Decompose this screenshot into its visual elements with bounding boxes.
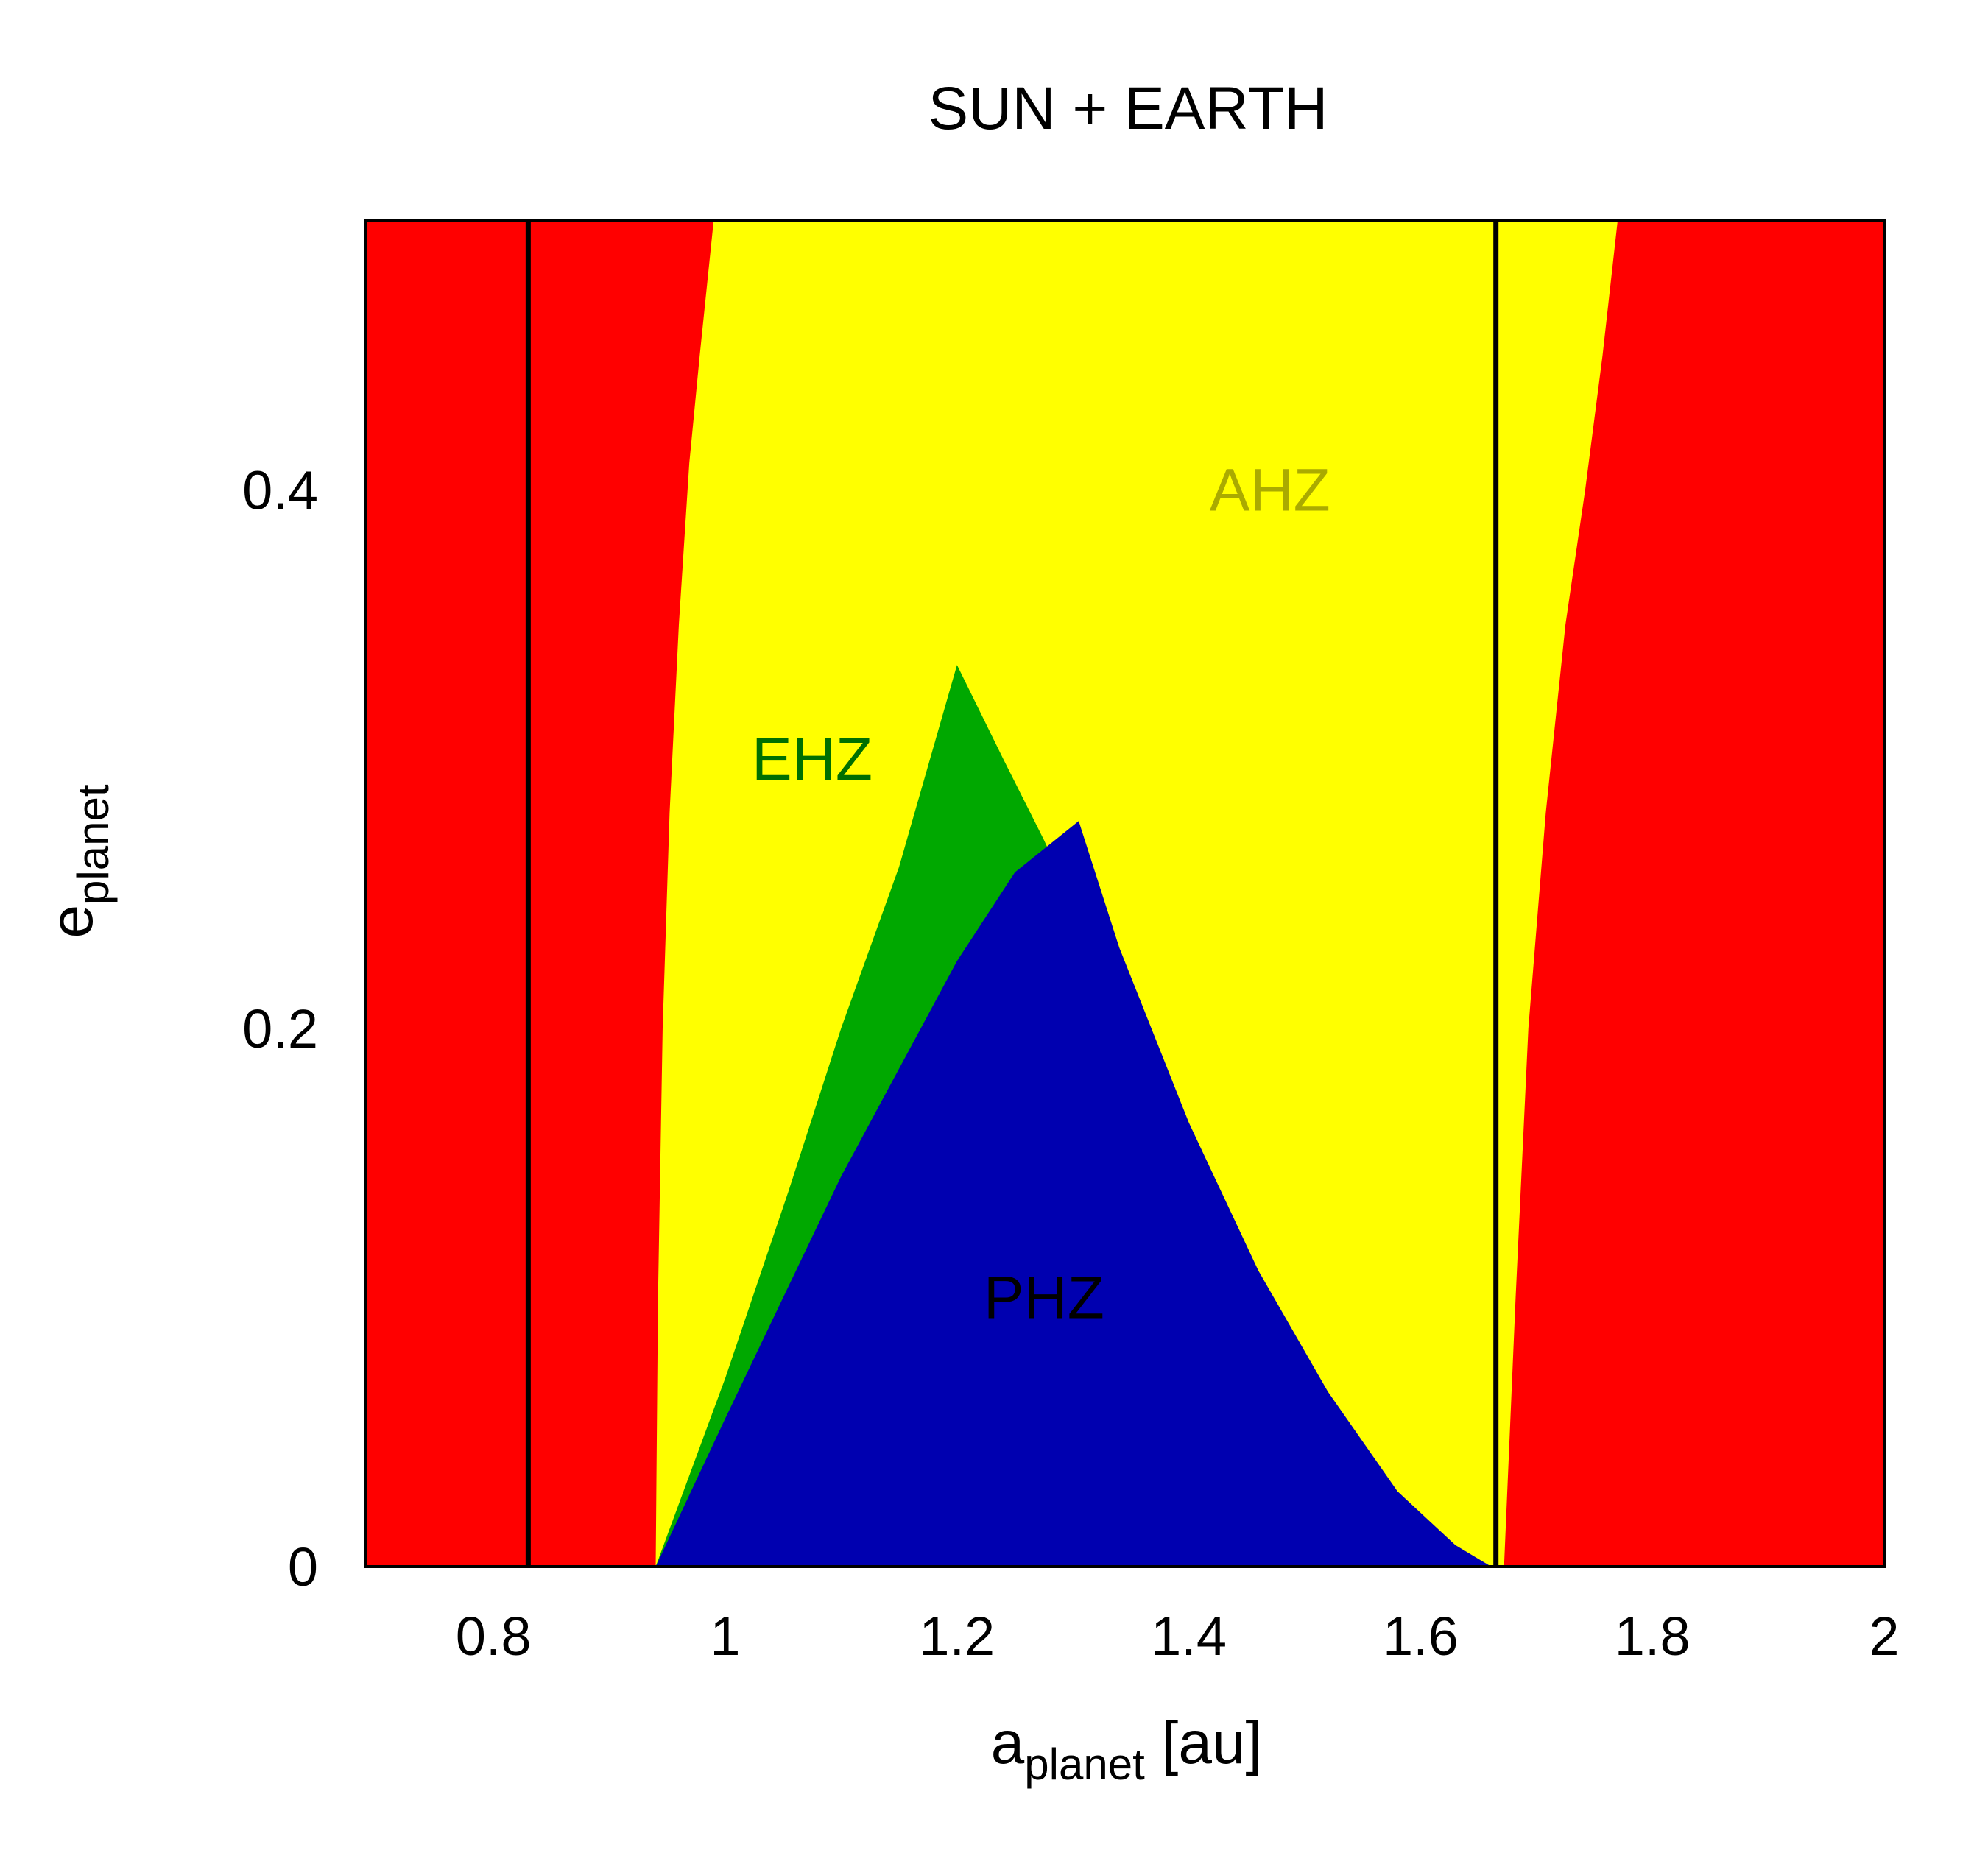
x-tick-label: 1 bbox=[710, 1606, 740, 1667]
x-tick-label: 2 bbox=[1869, 1606, 1899, 1667]
y-axis-label-sub: planet bbox=[68, 784, 118, 905]
y-axis-ticks: 0 0.2 0.4 bbox=[242, 460, 318, 1598]
y-axis-label-main: e bbox=[38, 905, 105, 939]
y-tick-label: 0.2 bbox=[242, 998, 318, 1059]
x-tick-label: 0.8 bbox=[456, 1606, 532, 1667]
x-axis-label: aplanet [au] bbox=[991, 1709, 1263, 1789]
plot-frame bbox=[364, 219, 1886, 1568]
y-tick-label: 0.4 bbox=[242, 460, 318, 521]
zone-regions bbox=[655, 221, 1618, 1567]
x-axis-label-suffix: [au] bbox=[1145, 1709, 1263, 1776]
zone-label-phz: PHZ bbox=[984, 1264, 1104, 1331]
x-tick-label: 1.8 bbox=[1615, 1606, 1691, 1667]
chart-title: SUN + EARTH bbox=[928, 75, 1328, 142]
x-tick-label: 1.4 bbox=[1151, 1606, 1227, 1667]
y-tick-label: 0 bbox=[288, 1536, 318, 1598]
x-axis-label-main: a bbox=[991, 1709, 1025, 1776]
x-tick-label: 1.2 bbox=[919, 1606, 995, 1667]
zone-labels: AHZ EHZ PHZ bbox=[752, 457, 1330, 1332]
zone-label-ehz: EHZ bbox=[752, 726, 873, 793]
region-phz bbox=[655, 821, 1492, 1567]
x-axis-ticks: 0.8 1 1.2 1.4 1.6 1.8 2 bbox=[456, 1606, 1900, 1667]
x-axis-label-sub: planet bbox=[1024, 1740, 1145, 1789]
zone-label-ahz: AHZ bbox=[1210, 457, 1330, 524]
y-axis-label: eplanet bbox=[38, 784, 118, 938]
x-tick-label: 1.6 bbox=[1383, 1606, 1459, 1667]
plot-area bbox=[364, 219, 1886, 1568]
vertical-lines bbox=[525, 221, 1499, 1567]
